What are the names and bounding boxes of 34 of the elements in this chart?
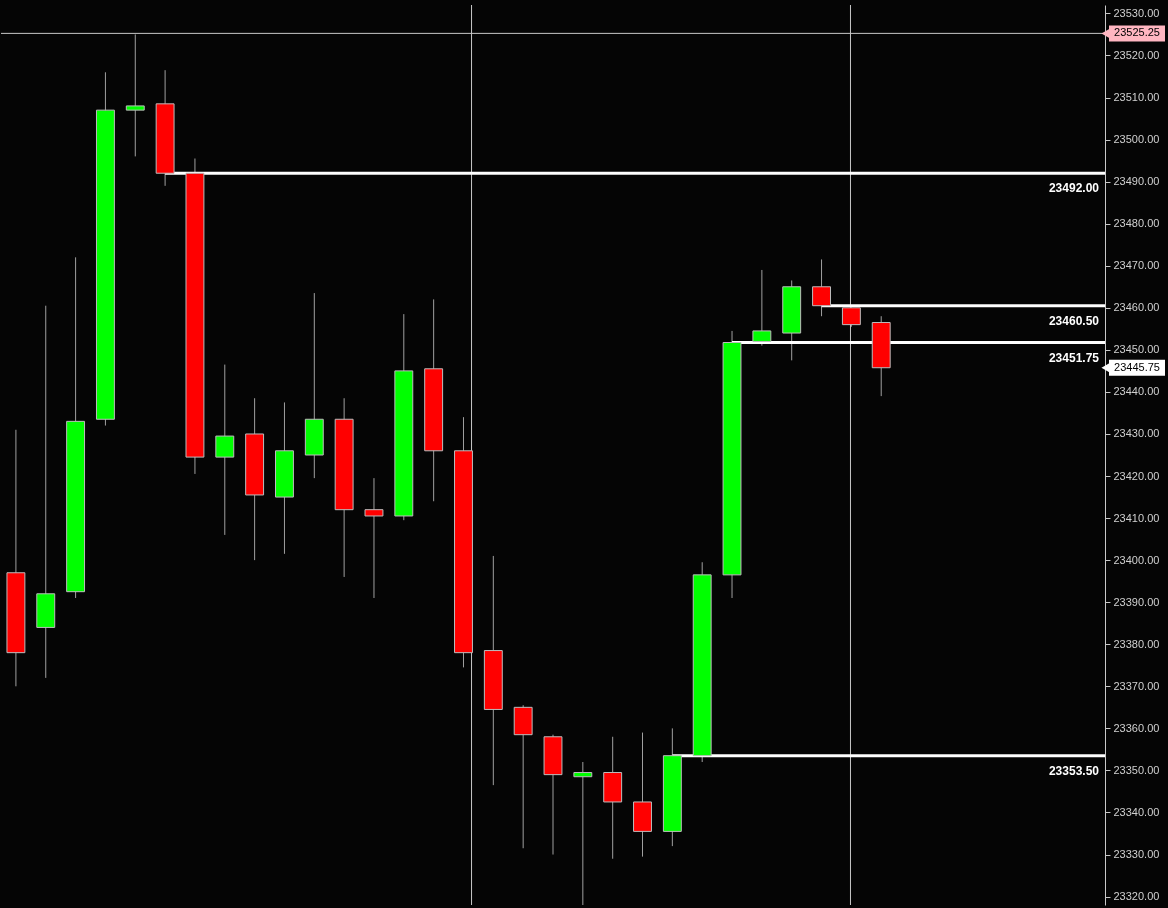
text: 23445.75 xyxy=(1114,360,1160,373)
candlestick xyxy=(752,269,772,347)
y-tick-label: 23400.00 xyxy=(1113,553,1160,566)
y-tick-label: 23340.00 xyxy=(1113,805,1160,818)
y-tick-label: 23490.00 xyxy=(1113,175,1160,188)
y-tick-label: 23420.00 xyxy=(1113,469,1160,482)
y-tick-label: 23520.00 xyxy=(1113,48,1160,61)
y-tick-label: 23500.00 xyxy=(1113,133,1160,146)
candlestick xyxy=(364,477,384,599)
ref-line-label: 23353.50 xyxy=(1048,763,1100,778)
y-tick-label: 23410.00 xyxy=(1113,511,1160,524)
y-tick-label: 23350.00 xyxy=(1113,763,1160,776)
y-tick-label: 23450.00 xyxy=(1113,343,1160,356)
y-tick-label: 23470.00 xyxy=(1113,259,1160,272)
candlestick xyxy=(215,364,235,536)
y-tick-label: 23370.00 xyxy=(1113,679,1160,692)
candlestick xyxy=(812,258,831,317)
ref-line-label: 23460.50 xyxy=(1048,313,1100,328)
y-tick-label: 23530.00 xyxy=(1113,6,1160,19)
y-tick-label: 23320.00 xyxy=(1113,890,1160,903)
ref-line-label: 23451.75 xyxy=(1048,350,1100,365)
y-tick-label: 23480.00 xyxy=(1113,217,1160,230)
y-tick-label: 23390.00 xyxy=(1113,595,1160,608)
ref-line-label: 23525.25 xyxy=(1114,26,1160,39)
ref-line-label: 23492.00 xyxy=(1048,181,1100,196)
y-tick-label: 23460.00 xyxy=(1113,301,1160,314)
candlestick xyxy=(573,761,593,906)
y-tick-label: 23360.00 xyxy=(1113,721,1160,734)
y-tick-label: 23440.00 xyxy=(1113,385,1160,398)
y-tick-label: 23510.00 xyxy=(1113,91,1160,104)
candlestick xyxy=(36,305,56,679)
y-tick-label: 23380.00 xyxy=(1113,637,1160,650)
y-tick-label: 23430.00 xyxy=(1113,427,1160,440)
y-tick-label: 23330.00 xyxy=(1113,848,1160,861)
